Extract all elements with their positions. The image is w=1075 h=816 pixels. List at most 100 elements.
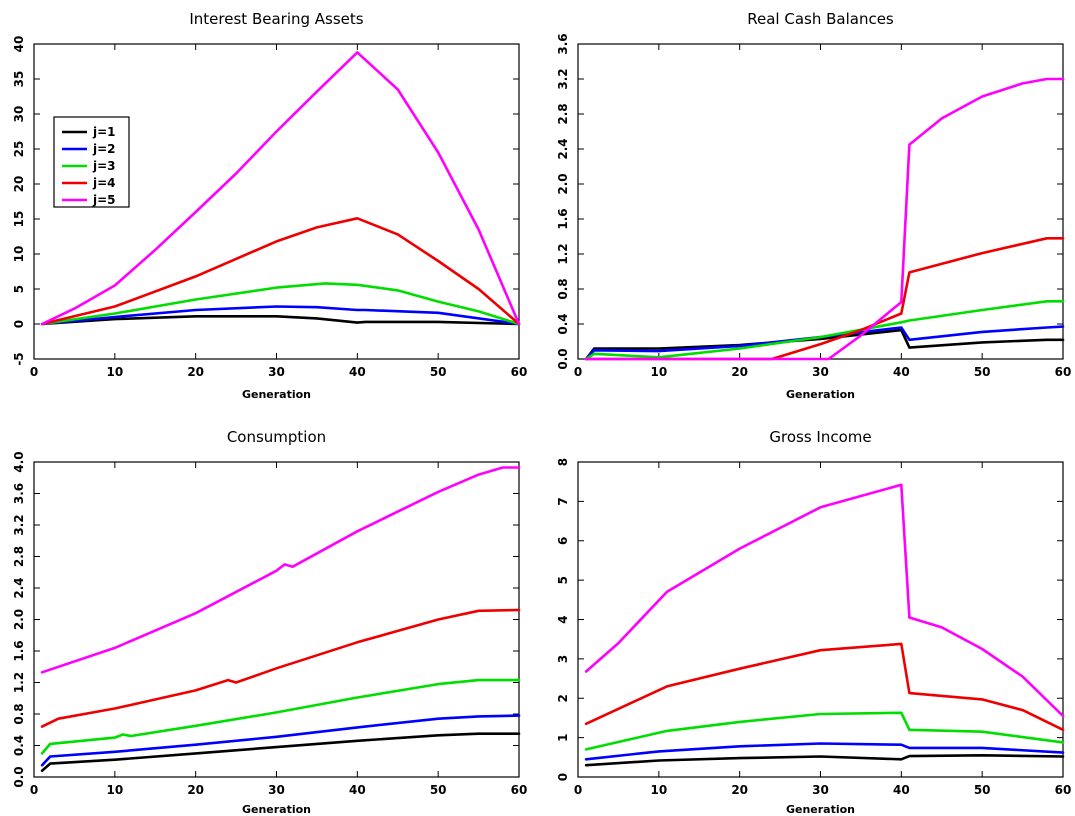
y-tick-label: 40 <box>12 36 26 53</box>
legend-box <box>53 116 130 208</box>
series-line-j5 <box>40 466 521 674</box>
y-tick-label: 2.4 <box>12 577 26 598</box>
chart-title: Gross Income <box>769 428 871 446</box>
series-line-j3 <box>40 678 521 755</box>
series-line-j5 <box>40 51 521 326</box>
series-line-j5 <box>584 77 1065 361</box>
x-tick-label: 20 <box>187 365 204 379</box>
x-tick-label: 30 <box>812 783 829 797</box>
y-tick-label: 15 <box>12 211 26 228</box>
y-tick-label: 2.0 <box>556 173 570 194</box>
panel-interest-bearing-assets: Interest Bearing Assets Generation 0 10 20 30… <box>12 10 527 401</box>
series-line-j4 <box>584 237 1065 361</box>
y-tick-label: 10 <box>12 246 26 263</box>
series-line-j2 <box>40 714 521 767</box>
y-tick-label: 0.4 <box>556 313 570 334</box>
plot-frame <box>33 461 520 778</box>
series-line-j4 <box>40 217 521 326</box>
y-tick-label: 5 <box>556 576 570 584</box>
y-tick-label: 4 <box>556 615 570 623</box>
x-tick-label: 60 <box>1055 783 1072 797</box>
y-tick-label: 3.2 <box>556 68 570 89</box>
chart-title: Interest Bearing Assets <box>189 10 363 28</box>
y-tick-label: 30 <box>12 106 26 123</box>
y-tick-label: 0 <box>556 773 570 781</box>
y-tick-label: 2.0 <box>12 609 26 630</box>
x-tick-label: 60 <box>511 365 528 379</box>
y-tick-label: 1 <box>556 733 570 741</box>
y-tick-label: 6 <box>556 537 570 545</box>
x-tick-label: 60 <box>511 783 528 797</box>
y-tick-label: 25 <box>12 141 26 158</box>
x-tick-label: 50 <box>974 783 991 797</box>
x-tick-label: 40 <box>893 783 910 797</box>
x-tick-label: 20 <box>731 365 748 379</box>
y-tick-label: 2.4 <box>556 138 570 159</box>
x-tick-label: 50 <box>430 365 447 379</box>
series-line-j1 <box>584 328 1065 361</box>
y-tick-label: 0.0 <box>556 348 570 369</box>
legend-label: j=2 <box>92 142 116 156</box>
y-tick-label: 1.6 <box>12 640 26 661</box>
y-tick-label: 7 <box>556 497 570 505</box>
x-tick-label: 20 <box>731 783 748 797</box>
x-tick-label: 10 <box>106 365 123 379</box>
series-line-j1 <box>40 732 521 773</box>
x-tick-label: 0 <box>30 365 38 379</box>
series-line-j4 <box>584 642 1065 732</box>
legend-label: j=3 <box>92 159 116 173</box>
x-tick-label: 10 <box>650 365 667 379</box>
series-line-j2 <box>40 305 521 326</box>
legend-label: j=5 <box>92 193 116 207</box>
x-tick-label: 0 <box>574 783 582 797</box>
y-tick-label: 35 <box>12 71 26 88</box>
x-tick-label: 30 <box>812 365 829 379</box>
plot-frame <box>577 43 1064 360</box>
y-tick-label: 2 <box>556 694 570 702</box>
legend-label: j=1 <box>92 125 116 139</box>
x-tick-label: 50 <box>430 783 447 797</box>
y-tick-label: 3 <box>556 655 570 663</box>
legend: j=1 j=2 j=3 j=4 j=5 <box>53 116 130 208</box>
y-tick-label: 0.8 <box>556 278 570 299</box>
plot-frame <box>577 461 1064 778</box>
y-tick-label: 3.6 <box>12 483 26 504</box>
x-tick-label: 60 <box>1055 365 1072 379</box>
series-line-j5 <box>584 483 1065 718</box>
x-axis-label: Generation <box>242 388 311 401</box>
legend-label: j=4 <box>92 176 116 190</box>
y-tick-label: 20 <box>12 176 26 193</box>
x-tick-label: 10 <box>106 783 123 797</box>
x-axis-label: Generation <box>242 803 311 816</box>
y-tick-label: 0.4 <box>12 735 26 756</box>
y-tick-label: 0 <box>12 320 26 328</box>
panel-consumption: Consumption Generation 0 10 20 30 40 50 60 0.0 0.4… <box>12 428 527 816</box>
y-tick-label: 8 <box>556 458 570 466</box>
series-line-j1 <box>584 753 1065 767</box>
y-tick-label: 2.8 <box>12 546 26 567</box>
chart-title: Consumption <box>227 428 326 446</box>
y-tick-label: 3.6 <box>556 33 570 54</box>
x-tick-label: 10 <box>650 783 667 797</box>
series-line-j3 <box>40 282 521 326</box>
series-line-j4 <box>40 608 521 728</box>
x-axis-label: Generation <box>786 803 855 816</box>
x-tick-label: 50 <box>974 365 991 379</box>
x-tick-label: 0 <box>30 783 38 797</box>
series-line-j2 <box>584 325 1065 361</box>
y-tick-label: 2.8 <box>556 103 570 124</box>
y-tick-label: 4.0 <box>12 451 26 472</box>
x-tick-label: 0 <box>574 365 582 379</box>
panel-gross-income: Gross Income Generation 0 10 20 30 40 50 60 0 1 2 3 4… <box>556 428 1071 816</box>
y-tick-label: 5 <box>12 285 26 293</box>
series-line-j1 <box>40 314 521 326</box>
x-axis-label: Generation <box>786 388 855 401</box>
chart-title: Real Cash Balances <box>747 10 894 28</box>
x-tick-label: 30 <box>268 365 285 379</box>
panel-real-cash-balances: Real Cash Balances Generation 0 10 20 30 40 50 6… <box>556 10 1071 401</box>
y-tick-label: 0.0 <box>12 766 26 787</box>
y-tick-label: -5 <box>12 352 26 365</box>
series-line-j3 <box>584 711 1065 751</box>
series-line-j2 <box>584 742 1065 761</box>
